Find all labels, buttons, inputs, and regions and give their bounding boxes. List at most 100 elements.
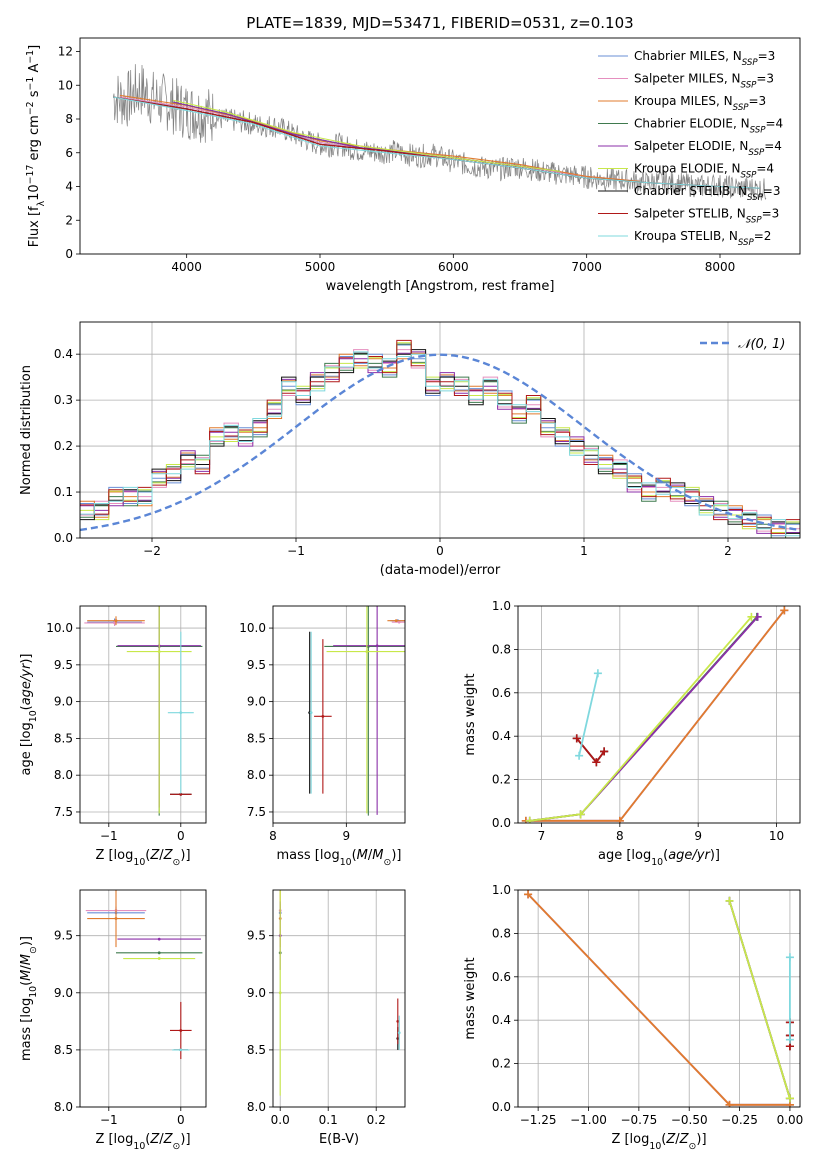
x-tick-label: 4000 [171, 260, 202, 274]
data-point [157, 937, 161, 941]
y-tick-label: 8.0 [54, 1100, 73, 1114]
legend-label: Chabrier ELODIE, NSSP=4 [634, 117, 783, 136]
axes-frame [79, 605, 207, 824]
panel-weight_vs_Z: −1.25 −1.00 −0.75 −0.50 −0.25 0.00 0.0 0.2 0.4 0.… [463, 883, 803, 1152]
x-axis-label: Z [log10(Z/Z⊙)] [95, 1132, 190, 1152]
x-tick-label: −0.50 [671, 1113, 708, 1127]
panel-mass_vs_Z: −1 0 8.0 8.5 9.0 9.5 Z [log10(Z/Z⊙)] mass [log1… [19, 889, 207, 1152]
plus-marker [525, 816, 534, 823]
y-tick-label: 7.5 [54, 805, 73, 819]
weight-line [527, 893, 790, 1106]
x-tick-label: 0 [436, 544, 444, 558]
x-tick-label: 7000 [571, 260, 602, 274]
y-tick-label: 9.0 [54, 986, 73, 1000]
legend-label: Salpeter ELODIE, NSSP=4 [634, 139, 782, 158]
plus-marker [785, 953, 794, 962]
x-tick-label: 0 [177, 829, 185, 843]
x-tick-label: 8000 [705, 260, 736, 274]
x-tick-label: 5000 [305, 260, 336, 274]
y-tick-label: 12 [58, 45, 73, 59]
data-point [179, 1029, 183, 1032]
data-point [397, 620, 401, 624]
y-tick-label: 9.5 [54, 658, 73, 672]
axes-frame [79, 889, 207, 1108]
x-axis-label: (data-model)/error [380, 563, 501, 578]
weight-line [578, 673, 599, 756]
x-tick-label: 8 [269, 829, 277, 843]
x-axis-label: wavelength [Angstrom, rest frame] [326, 279, 555, 294]
x-tick-label: 10 [769, 829, 784, 843]
y-axis-label: mass weight [463, 957, 478, 1039]
data-point [179, 792, 183, 796]
y-tick-label: 1.0 [492, 599, 511, 613]
legend-label: Kroupa STELIB, NSSP=2 [634, 229, 771, 248]
y-tick-label: 9.5 [54, 929, 73, 943]
x-axis-label: Z [log10(Z/Z⊙)] [95, 848, 190, 868]
y-tick-label: 0.0 [492, 816, 511, 830]
x-tick-label: −0.25 [721, 1113, 758, 1127]
plus-marker [780, 606, 789, 615]
y-axis-label: age [log10(age/yr)] [19, 653, 39, 775]
data-point [114, 917, 118, 920]
histogram-series [80, 351, 800, 538]
weight-line [728, 900, 791, 1099]
plus-marker [747, 612, 756, 621]
plot-area-weight_vs_age [521, 606, 789, 823]
panel-age_vs_mass: 8 9 7.5 8.0 8.5 9.0 9.5 10.0 mass [log10(M/M⊙)] [239, 605, 406, 868]
x-tick-label: 0 [177, 1113, 185, 1127]
legend-label: Kroupa MILES, NSSP=3 [634, 94, 766, 113]
y-tick-label: 8.5 [54, 731, 73, 745]
x-axis-label: E(B-V) [319, 1132, 359, 1147]
data-point [179, 1048, 183, 1052]
x-tick-label: −0.75 [620, 1113, 657, 1127]
y-tick-label: 9.0 [247, 695, 266, 709]
data-point [397, 1031, 401, 1035]
x-tick-label: 0.1 [319, 1113, 338, 1127]
data-point [394, 619, 398, 623]
y-axis-label: mass weight [463, 673, 478, 755]
plus-marker [593, 669, 602, 678]
y-tick-label: 8.0 [247, 1100, 266, 1114]
plus-marker [572, 734, 581, 743]
y-tick-label: 0.4 [492, 1013, 511, 1027]
y-tick-label: 0.2 [492, 773, 511, 787]
y-tick-label: 0.6 [492, 686, 511, 700]
data-point [396, 1019, 400, 1023]
plus-marker [785, 1035, 794, 1044]
x-tick-label: −1.00 [570, 1113, 607, 1127]
plus-marker [725, 896, 734, 905]
plus-marker [575, 751, 584, 760]
x-tick-label: 9 [694, 829, 702, 843]
chart-title: PLATE=1839, MJD=53471, FIBERID=0531, z=0… [246, 14, 633, 32]
x-tick-label: 0.00 [777, 1113, 804, 1127]
y-tick-label: 0.6 [492, 970, 511, 984]
axes-frame [79, 321, 801, 539]
axes-frame [272, 889, 406, 1108]
weight-line [525, 609, 786, 822]
legend: 𝒩(0, 1) [700, 337, 785, 352]
data-point [113, 621, 116, 625]
x-tick-label: 0.2 [367, 1113, 386, 1127]
data-point [179, 711, 183, 715]
data-point [157, 951, 161, 955]
y-axis-label: Normed distribution [19, 365, 34, 495]
x-tick-label: 9 [343, 829, 351, 843]
x-tick-label: 8 [616, 829, 624, 843]
y-tick-label: 4 [65, 180, 73, 194]
y-tick-label: 0.4 [492, 729, 511, 743]
panel-age_vs_Z: −1 0 7.5 8.0 8.5 9.0 9.5 10.0 Z [log10(Z/Z⊙)] age… [19, 605, 207, 868]
x-tick-label: −2 [143, 544, 161, 558]
x-tick-label: 0.0 [271, 1113, 290, 1127]
y-tick-label: 8.0 [247, 768, 266, 782]
data-point [365, 650, 369, 654]
y-tick-label: 0.2 [54, 439, 73, 453]
plus-marker [592, 758, 601, 767]
y-tick-label: 8.0 [54, 768, 73, 782]
x-tick-label: 2 [724, 544, 732, 558]
x-tick-label: 6000 [438, 260, 469, 274]
axes-frame [79, 37, 801, 255]
plot-area-mass_vs_EBV [278, 890, 401, 1096]
x-tick-label: −1 [287, 544, 305, 558]
x-tick-label: −1.25 [520, 1113, 557, 1127]
y-tick-label: 10.0 [239, 621, 266, 635]
